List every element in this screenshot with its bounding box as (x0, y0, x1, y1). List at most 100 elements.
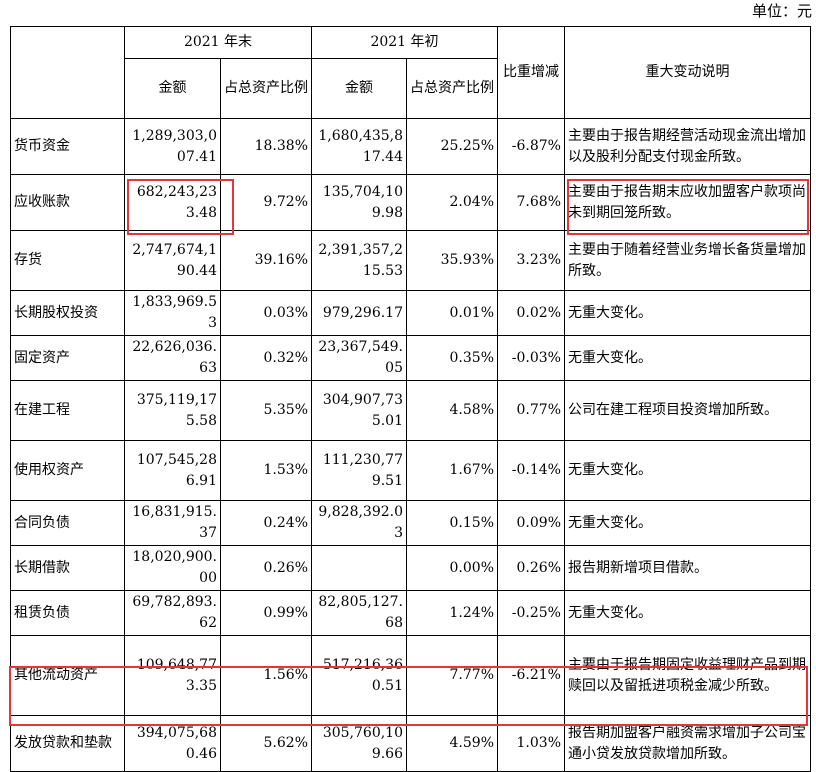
row-note: 主要由于报告期末应收加盟客户款项尚未到期回笼所致。 (564, 174, 811, 231)
row-change: 0.02% (497, 290, 565, 336)
row-note: 无重大变化。 (564, 500, 811, 546)
row-end-amount: 109,648,773.35 (124, 635, 221, 716)
row-begin-ratio: 4.59% (406, 715, 498, 772)
table-body: 货币资金 1,289,303,007.41 18.38% 1,680,435,817.… (10, 118, 811, 772)
table-row: 租赁负债 69,782,893.62 0.99% 82,805,127.68 1.24%… (10, 590, 811, 636)
row-item: 固定资产 (10, 335, 125, 381)
row-begin-ratio: 1.67% (406, 440, 498, 501)
row-begin-amount: 135,704,109.98 (311, 174, 407, 231)
row-begin-amount: 111,230,779.51 (311, 440, 407, 501)
table-row: 发放贷款和垫款 394,075,680.46 5.62% 305,760,109.66… (10, 715, 811, 772)
row-change: 0.09% (497, 500, 565, 546)
table-row: 使用权资产 107,545,286.91 1.53% 111,230,779.51 1.… (10, 440, 811, 501)
table-row: 其他流动资产 109,648,773.35 1.56% 517,216,360.51 7… (10, 635, 811, 716)
row-end-amount: 375,119,175.58 (124, 380, 221, 441)
row-note: 无重大变化。 (564, 335, 811, 381)
row-begin-ratio: 0.01% (406, 290, 498, 336)
header-end-group: 2021 年末 (124, 26, 312, 59)
row-note: 主要由于随着经营业务增长备货量增加所致。 (564, 230, 811, 291)
row-end-amount: 394,075,680.46 (124, 715, 221, 772)
row-begin-amount (311, 545, 407, 591)
row-item: 发放贷款和垫款 (10, 715, 125, 772)
row-begin-amount: 1,680,435,817.44 (311, 118, 407, 175)
table-row: 应收账款 682,243,233.48 9.72% 135,704,109.98 2.0… (10, 174, 811, 231)
row-note: 主要由于报告期固定收益理财产品到期赎回以及留抵进项税金减少所致。 (564, 635, 811, 716)
row-begin-amount: 82,805,127.68 (311, 590, 407, 636)
header-begin-ratio: 占总资产比例 (406, 58, 498, 119)
row-change: -0.14% (497, 440, 565, 501)
row-end-ratio: 0.99% (220, 590, 312, 636)
row-item: 存货 (10, 230, 125, 291)
row-begin-amount: 979,296.17 (311, 290, 407, 336)
row-change: -6.87% (497, 118, 565, 175)
table-row: 长期股权投资 1,833,969.53 0.03% 979,296.17 0.01% 0.… (10, 290, 811, 336)
row-change: -0.03% (497, 335, 565, 381)
row-begin-amount: 23,367,549.05 (311, 335, 407, 381)
row-end-ratio: 0.24% (220, 500, 312, 546)
row-begin-ratio: 35.93% (406, 230, 498, 291)
row-end-ratio: 5.62% (220, 715, 312, 772)
table-row: 在建工程 375,119,175.58 5.35% 304,907,735.01 4.5… (10, 380, 811, 441)
row-end-ratio: 1.56% (220, 635, 312, 716)
row-end-amount: 16,831,915.37 (124, 500, 221, 546)
asset-change-table: 2021 年末 2021 年初 比重增减 重大变动说明 金额 占总资产比例 金额… (10, 26, 811, 772)
row-end-amount: 1,289,303,007.41 (124, 118, 221, 175)
row-begin-amount: 9,828,392.03 (311, 500, 407, 546)
row-end-ratio: 9.72% (220, 174, 312, 231)
row-begin-amount: 305,760,109.66 (311, 715, 407, 772)
row-begin-ratio: 25.25% (406, 118, 498, 175)
header-note: 重大变动说明 (564, 26, 811, 119)
row-note: 报告期加盟客户融资需求增加子公司宝通小贷发放贷款增加所致。 (564, 715, 811, 772)
table-row: 货币资金 1,289,303,007.41 18.38% 1,680,435,817.… (10, 118, 811, 175)
row-change: 0.26% (497, 545, 565, 591)
row-item: 长期股权投资 (10, 290, 125, 336)
row-item: 货币资金 (10, 118, 125, 175)
row-end-ratio: 39.16% (220, 230, 312, 291)
row-end-ratio: 0.03% (220, 290, 312, 336)
row-begin-amount: 2,391,357,215.53 (311, 230, 407, 291)
row-begin-ratio: 4.58% (406, 380, 498, 441)
row-begin-amount: 304,907,735.01 (311, 380, 407, 441)
row-end-ratio: 18.38% (220, 118, 312, 175)
row-item: 长期借款 (10, 545, 125, 591)
row-end-ratio: 0.32% (220, 335, 312, 381)
row-change: -0.25% (497, 590, 565, 636)
row-end-ratio: 1.53% (220, 440, 312, 501)
row-change: -6.21% (497, 635, 565, 716)
table-row: 合同负债 16,831,915.37 0.24% 9,828,392.03 0.15% 0… (10, 500, 811, 546)
row-item: 在建工程 (10, 380, 125, 441)
row-note: 无重大变化。 (564, 290, 811, 336)
row-change: 0.77% (497, 380, 565, 441)
header-begin-group: 2021 年初 (311, 26, 498, 59)
header-end-ratio: 占总资产比例 (220, 58, 312, 119)
row-begin-ratio: 0.00% (406, 545, 498, 591)
row-end-amount: 107,545,286.91 (124, 440, 221, 501)
row-begin-ratio: 0.15% (406, 500, 498, 546)
table-row: 存货 2,747,674,190.44 39.16% 2,391,357,215.53… (10, 230, 811, 291)
row-item: 使用权资产 (10, 440, 125, 501)
header-blank (10, 26, 125, 119)
row-begin-ratio: 2.04% (406, 174, 498, 231)
row-note: 无重大变化。 (564, 590, 811, 636)
row-item: 租赁负债 (10, 590, 125, 636)
row-end-amount: 1,833,969.53 (124, 290, 221, 336)
header-end-amount: 金额 (124, 58, 221, 119)
table-header: 2021 年末 2021 年初 比重增减 重大变动说明 金额 占总资产比例 金额… (10, 26, 811, 119)
row-end-amount: 682,243,233.48 (124, 174, 221, 231)
row-note: 报告期新增项目借款。 (564, 545, 811, 591)
row-end-ratio: 5.35% (220, 380, 312, 441)
table-row: 长期借款 18,020,900.00 0.26% 0.00% 0.26% 报告期新增项目借… (10, 545, 811, 591)
row-note: 无重大变化。 (564, 440, 811, 501)
row-end-ratio: 0.26% (220, 545, 312, 591)
row-item: 应收账款 (10, 174, 125, 231)
unit-label: 单位：元 (751, 2, 812, 20)
row-end-amount: 18,020,900.00 (124, 545, 221, 591)
row-change: 1.03% (497, 715, 565, 772)
row-end-amount: 22,626,036.63 (124, 335, 221, 381)
row-change: 3.23% (497, 230, 565, 291)
row-change: 7.68% (497, 174, 565, 231)
row-item: 合同负债 (10, 500, 125, 546)
table-row: 固定资产 22,626,036.63 0.32% 23,367,549.05 0.35%… (10, 335, 811, 381)
header-begin-amount: 金额 (311, 58, 407, 119)
row-begin-ratio: 1.24% (406, 590, 498, 636)
